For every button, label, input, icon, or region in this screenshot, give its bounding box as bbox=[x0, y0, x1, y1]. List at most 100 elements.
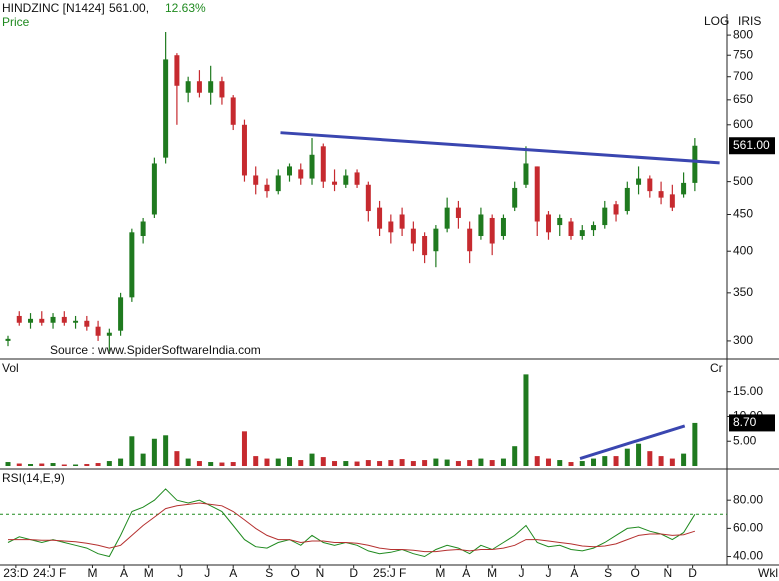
chart-title: HINDZINC [N1424] bbox=[2, 1, 105, 15]
candle-body bbox=[647, 178, 653, 192]
volume-bar bbox=[196, 461, 202, 466]
x-tick-label: J bbox=[204, 566, 210, 580]
scale-text: LOG bbox=[704, 14, 729, 28]
x-tick-label: N bbox=[316, 566, 325, 580]
candle-body bbox=[568, 221, 574, 237]
volume-bar bbox=[16, 463, 22, 466]
trendline bbox=[579, 424, 686, 461]
rsi-line bbox=[8, 502, 696, 553]
candle-body bbox=[444, 207, 450, 229]
candle-body bbox=[557, 217, 563, 226]
candle-body bbox=[106, 332, 112, 336]
panel-label: Price bbox=[2, 15, 30, 29]
candle-body bbox=[309, 154, 315, 179]
y-tick-label: 500 bbox=[733, 174, 753, 188]
y-tick-label: 350 bbox=[733, 285, 753, 299]
volume-bar bbox=[185, 458, 191, 466]
y-tick-label: 650 bbox=[733, 92, 753, 106]
volume-bar bbox=[523, 374, 529, 466]
source: Source : www.SpiderSoftwareIndia.com bbox=[50, 343, 261, 357]
unit: Cr bbox=[710, 361, 723, 375]
candle-body bbox=[264, 184, 270, 192]
y-tick-label: 15.00 bbox=[733, 384, 763, 398]
candle-body bbox=[332, 181, 338, 185]
candle-body bbox=[61, 316, 67, 323]
volume-bar bbox=[73, 464, 79, 466]
y-tick-label: 450 bbox=[733, 207, 753, 221]
volume-bar bbox=[455, 461, 461, 466]
candle-body bbox=[95, 326, 101, 336]
volume-bar bbox=[624, 448, 630, 466]
candle-body bbox=[219, 81, 225, 98]
candle-body bbox=[50, 316, 56, 323]
price-text: 561.00, bbox=[109, 1, 149, 15]
x-tick-label: A bbox=[229, 566, 237, 580]
y-tick-label: 600 bbox=[733, 117, 753, 131]
candle-body bbox=[523, 163, 529, 185]
volume-bar bbox=[241, 431, 247, 466]
candle-body bbox=[118, 297, 124, 331]
volume-bar bbox=[332, 461, 338, 466]
volume-bar bbox=[433, 458, 439, 466]
volume-bar bbox=[106, 461, 112, 466]
volume-bar bbox=[343, 461, 349, 466]
candle-body bbox=[579, 230, 585, 237]
volume-bar bbox=[151, 438, 157, 466]
period-text: Wkl bbox=[758, 566, 778, 580]
volume-bar bbox=[422, 460, 428, 466]
x-tick-label: J bbox=[545, 566, 551, 580]
candle-body bbox=[636, 178, 642, 185]
volume-bar bbox=[298, 460, 304, 466]
candle-body bbox=[410, 228, 416, 244]
panel-label: Vol bbox=[2, 361, 19, 375]
volume-bar bbox=[264, 458, 270, 466]
candle-body bbox=[692, 145, 698, 183]
x-tick-label: 23:D bbox=[3, 566, 29, 580]
x-tick-label: J bbox=[177, 566, 183, 580]
y-tick-label: 80.00 bbox=[733, 492, 763, 506]
y-tick-label: 300 bbox=[733, 333, 753, 347]
volume-bar bbox=[512, 446, 518, 466]
candle-body bbox=[174, 55, 180, 86]
current-value-box bbox=[729, 414, 775, 432]
candle-body bbox=[478, 214, 484, 237]
volume-bar bbox=[208, 462, 214, 466]
candle-body bbox=[320, 146, 326, 182]
volume-bar bbox=[500, 458, 506, 466]
candle-body bbox=[658, 191, 664, 198]
candle-body bbox=[5, 338, 11, 341]
candle-body bbox=[489, 217, 495, 244]
volume-bar bbox=[140, 453, 146, 466]
x-tick-label: N bbox=[664, 566, 673, 580]
candle-body bbox=[241, 124, 247, 176]
volume-bar bbox=[230, 462, 236, 466]
candle-body bbox=[129, 232, 135, 298]
candle-body bbox=[16, 315, 22, 323]
volume-bar bbox=[692, 422, 698, 466]
candle-body bbox=[354, 172, 360, 185]
candle-body bbox=[669, 194, 675, 208]
x-tick-label: M bbox=[144, 566, 154, 580]
volume-bar bbox=[489, 460, 495, 466]
x-tick-label: J bbox=[518, 566, 524, 580]
x-tick-label: D bbox=[688, 566, 697, 580]
volume-bar bbox=[399, 459, 405, 466]
x-tick-label: M bbox=[87, 566, 97, 580]
candle-body bbox=[343, 175, 349, 185]
volume-bar bbox=[84, 464, 90, 466]
candle-body bbox=[196, 81, 202, 93]
volume-bar bbox=[95, 463, 101, 466]
candle-body bbox=[512, 187, 518, 208]
volume-bar bbox=[354, 461, 360, 466]
y-tick-label: 700 bbox=[733, 69, 753, 83]
volume-bar bbox=[410, 461, 416, 466]
current-value-label: 561.00 bbox=[733, 138, 770, 152]
x-tick-label: D bbox=[349, 566, 358, 580]
x-tick-label: 24:J F bbox=[33, 566, 66, 580]
volume-bar bbox=[129, 436, 135, 466]
volume-bar bbox=[545, 458, 551, 466]
y-tick-label: 400 bbox=[733, 243, 753, 257]
volume-bar bbox=[275, 458, 281, 466]
volume-bar bbox=[174, 451, 180, 466]
candle-body bbox=[275, 175, 281, 192]
